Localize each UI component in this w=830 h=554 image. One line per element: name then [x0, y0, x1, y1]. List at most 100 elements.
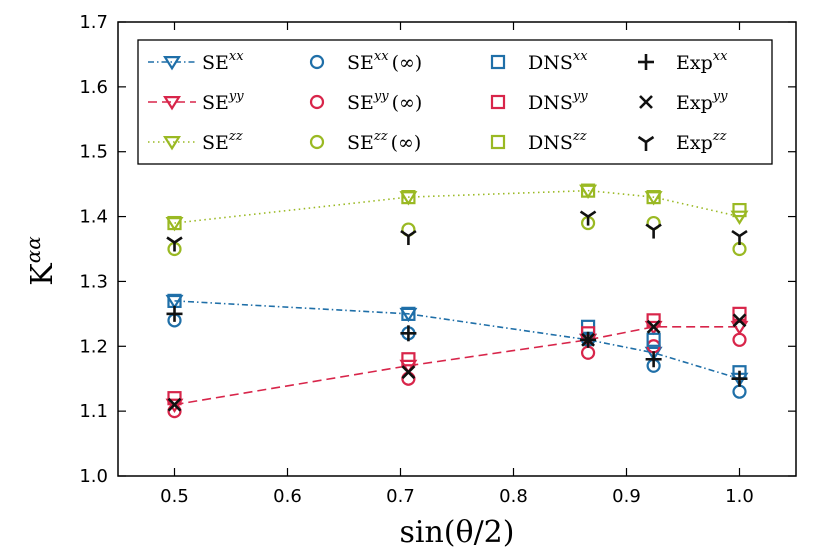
legend-label: Expyy	[676, 89, 728, 114]
x-tick-label: 0.8	[499, 486, 528, 507]
y-axis-label-sup: αα	[21, 236, 45, 264]
y-tick-label: 1.2	[79, 336, 108, 357]
data-point	[167, 215, 182, 231]
y-tick-label: 1.0	[79, 466, 108, 487]
legend-item: DNSyy	[490, 89, 588, 114]
data-point	[400, 325, 417, 342]
legend-item: SEyy	[148, 89, 244, 114]
data-point	[580, 183, 596, 198]
legend-item: Expxx	[638, 49, 728, 74]
series-dns-zz	[167, 183, 747, 231]
data-point	[645, 223, 662, 239]
data-point	[166, 305, 183, 322]
legend-item: Expyy	[639, 89, 728, 114]
legend-item: DNSxx	[490, 49, 588, 74]
y-tick-label: 1.5	[79, 142, 108, 163]
data-point	[581, 332, 595, 347]
data-point	[167, 397, 182, 412]
legend-label: DNSyy	[528, 89, 588, 114]
data-point	[579, 210, 597, 226]
legend-label: SExx	[202, 49, 244, 74]
x-tick-label: 0.6	[273, 486, 302, 507]
data-point	[401, 352, 416, 367]
legend-item: SEzz (∞)	[309, 129, 421, 154]
legend-marker	[639, 95, 653, 109]
data-point	[732, 384, 747, 399]
legend: SExx SEyy SEzz SExx (∞) SEyy (∞) SEzz (∞) DNSxx DN…	[137, 39, 773, 165]
series-exp-zz	[166, 210, 748, 252]
legend-label: SExx (∞)	[347, 49, 422, 74]
legend-item: SEzz	[148, 129, 243, 154]
legend-marker	[309, 94, 325, 110]
legend-item: SExx (∞)	[309, 49, 422, 74]
data-point	[644, 346, 663, 362]
data-point	[646, 319, 661, 334]
data-point	[401, 306, 416, 321]
legend-item: SEyy (∞)	[309, 89, 422, 114]
data-point	[401, 365, 416, 380]
legend-marker	[490, 54, 506, 70]
legend-marker	[490, 134, 506, 150]
series-line	[174, 326, 740, 406]
legend-item: DNSzz	[490, 129, 587, 154]
legend-label: SEyy (∞)	[347, 89, 422, 114]
series-layer	[165, 183, 749, 419]
plot-frame	[117, 21, 797, 477]
y-axis-label: Kαα	[21, 236, 60, 286]
legend-label: SEyy	[202, 89, 244, 114]
legend-marker	[309, 134, 325, 150]
legend-item: Expzz	[637, 129, 727, 154]
legend-label: DNSxx	[528, 49, 588, 74]
x-tick-label: 1.0	[725, 486, 754, 507]
data-point	[580, 345, 596, 360]
data-point	[731, 370, 748, 387]
y-axis-label-main: K	[25, 263, 60, 286]
legend-frame	[137, 39, 773, 165]
data-point	[400, 229, 417, 246]
legend-label: Expxx	[676, 49, 728, 74]
data-point	[732, 313, 747, 328]
series-se-zz-inf	[167, 215, 747, 257]
series-line	[174, 189, 740, 224]
y-tick-label: 1.3	[79, 271, 108, 292]
data-point	[731, 229, 748, 246]
data-point	[646, 332, 661, 347]
data-point	[646, 190, 661, 205]
legend-label: Expzz	[676, 129, 727, 154]
data-point	[401, 190, 416, 205]
legend-marker	[638, 54, 654, 70]
series-se-zz	[165, 184, 749, 232]
data-point	[644, 320, 663, 336]
data-point	[732, 306, 747, 321]
data-point	[645, 351, 662, 368]
y-tick-label: 1.7	[79, 12, 108, 33]
series-exp-yy	[167, 313, 747, 412]
x-tick-label: 0.5	[160, 486, 189, 507]
data-point	[399, 359, 418, 375]
data-point	[732, 332, 747, 347]
data-point	[732, 202, 747, 218]
legend-marker	[490, 94, 506, 110]
data-point	[399, 307, 418, 323]
data-point	[401, 371, 416, 386]
legend-marker	[637, 135, 655, 151]
x-tick-label: 0.9	[612, 486, 641, 507]
legend-label: SEzz	[202, 129, 243, 154]
x-tick-label: 0.7	[386, 486, 415, 507]
legend-marker	[163, 136, 181, 151]
x-axis-label: sin(θ/2)	[400, 515, 515, 550]
data-point	[166, 236, 183, 252]
y-tick-label: 1.6	[79, 77, 108, 98]
legend-item: SExx	[148, 49, 244, 74]
legend-marker	[163, 95, 181, 111]
y-tick-label: 1.1	[79, 401, 108, 422]
legend-label: DNSzz	[528, 129, 587, 154]
data-point	[165, 217, 184, 232]
data-point	[579, 184, 598, 200]
legend-marker	[309, 54, 325, 70]
legend-label: SEzz (∞)	[347, 129, 421, 154]
data-point	[165, 294, 184, 310]
legend-marker	[163, 55, 181, 71]
data-point	[730, 210, 749, 225]
